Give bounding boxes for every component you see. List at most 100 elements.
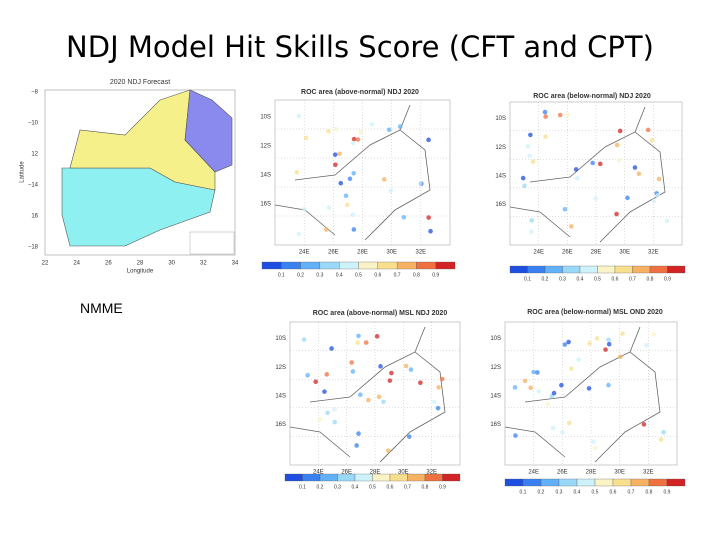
station-dot xyxy=(351,227,357,232)
y-tick-label: −10 xyxy=(28,121,39,127)
colorbar-swatch xyxy=(300,261,321,270)
station-dot xyxy=(332,152,338,157)
panel-frame xyxy=(509,101,683,246)
y-tick-label: −8 xyxy=(31,90,39,96)
y-tick-label: 14S xyxy=(260,173,271,179)
y-tick-label: 10S xyxy=(495,116,506,122)
x-tick-label: 30E xyxy=(386,250,397,256)
x-axis-label: Longitude xyxy=(127,269,154,275)
station-dot xyxy=(303,135,309,141)
station-dot xyxy=(606,337,611,343)
station-dot xyxy=(569,366,574,372)
colorbar-swatch xyxy=(372,473,391,482)
station-dot xyxy=(301,337,307,342)
station-dot xyxy=(645,127,651,133)
station-dot xyxy=(354,443,359,448)
station-dot xyxy=(656,176,662,182)
station-dot xyxy=(573,167,579,172)
colorbar-swatch xyxy=(416,261,436,270)
station-dot xyxy=(337,151,342,157)
colorbar-swatch xyxy=(261,261,282,270)
colorbar-swatch xyxy=(319,473,338,482)
side-label: NMME xyxy=(80,300,123,316)
y-tick-label: 12S xyxy=(490,365,501,371)
colorbar-swatch xyxy=(281,261,301,270)
x-tick-label: 30E xyxy=(619,250,630,256)
x-tick-label: 32 xyxy=(200,261,207,267)
station-dot xyxy=(528,132,533,138)
station-dot xyxy=(350,369,356,374)
colorbar-swatch xyxy=(504,478,524,487)
x-tick-label: 24E xyxy=(533,250,544,256)
y-tick-label: 12S xyxy=(495,145,506,151)
y-tick-label: 14S xyxy=(275,393,286,399)
colorbar-label: 0.5 xyxy=(355,272,362,278)
x-tick-label: 24 xyxy=(73,261,80,267)
station-dot xyxy=(356,431,361,436)
x-tick-label: 32E xyxy=(426,470,437,476)
station-dot xyxy=(347,176,353,182)
colorbar-label: 0.9 xyxy=(432,272,439,278)
colorbar-swatch xyxy=(614,265,633,274)
station-dot xyxy=(431,399,437,405)
y-tick-label: 12S xyxy=(260,144,271,150)
station-dot xyxy=(625,195,630,201)
station-dot xyxy=(562,206,568,212)
station-dot xyxy=(378,364,383,369)
colorbar-swatch xyxy=(424,473,443,482)
station-dot xyxy=(649,137,655,143)
station-dot xyxy=(355,340,360,346)
station-dot xyxy=(439,376,445,382)
station-dot xyxy=(651,332,657,337)
country-border xyxy=(504,326,661,463)
station-dot xyxy=(305,372,310,378)
colorbar-swatch xyxy=(358,261,378,270)
station-dot xyxy=(614,142,620,148)
station-dot xyxy=(386,127,392,133)
station-dot xyxy=(403,363,409,369)
station-dot xyxy=(590,160,595,166)
colorbar-swatch xyxy=(612,478,632,487)
station-dot xyxy=(324,227,329,232)
station-dot xyxy=(350,140,356,146)
colorbar-label: 0.3 xyxy=(556,489,563,495)
station-dot xyxy=(358,129,363,135)
station-dot xyxy=(351,136,357,142)
colorbar-swatch xyxy=(407,473,426,482)
station-dot xyxy=(520,175,526,181)
colorbar-swatch xyxy=(540,478,560,487)
colorbar-label: 0.1 xyxy=(299,484,306,490)
colorbar-label: 0.5 xyxy=(369,484,376,490)
country-border xyxy=(289,326,446,463)
roc-panel: ROC area (below-normal) NDJ 2020 10S 12S 14… xyxy=(495,93,686,282)
x-tick-label: 28E xyxy=(357,250,368,256)
station-dot xyxy=(661,429,666,435)
station-dot xyxy=(535,370,540,375)
colorbar-label: 0.3 xyxy=(559,276,566,282)
station-dot xyxy=(591,439,596,444)
y-tick-label: 16S xyxy=(275,422,286,428)
colorbar-swatch xyxy=(648,478,668,487)
station-dot xyxy=(567,420,572,426)
y-tick-label: −14 xyxy=(28,183,39,189)
x-tick-label: 24E xyxy=(313,470,324,476)
station-dot xyxy=(560,430,565,435)
panel-frame xyxy=(289,321,461,466)
colorbar-swatch xyxy=(576,478,596,487)
station-dot xyxy=(343,193,349,199)
colorbar-swatch xyxy=(284,473,303,482)
station-dot xyxy=(576,357,582,362)
station-dot xyxy=(536,389,542,394)
station-dot xyxy=(522,183,527,189)
colorbar-swatch xyxy=(302,473,321,482)
colorbar-label: 0.4 xyxy=(336,272,343,278)
y-tick-label: 16S xyxy=(495,202,506,208)
station-dot xyxy=(620,331,625,336)
station-dot xyxy=(332,419,338,425)
colorbar-label: 0.8 xyxy=(647,276,654,282)
colorbar-label: 0.6 xyxy=(387,484,394,490)
colorbar-label: 0.8 xyxy=(413,272,420,278)
station-dot xyxy=(586,386,592,391)
